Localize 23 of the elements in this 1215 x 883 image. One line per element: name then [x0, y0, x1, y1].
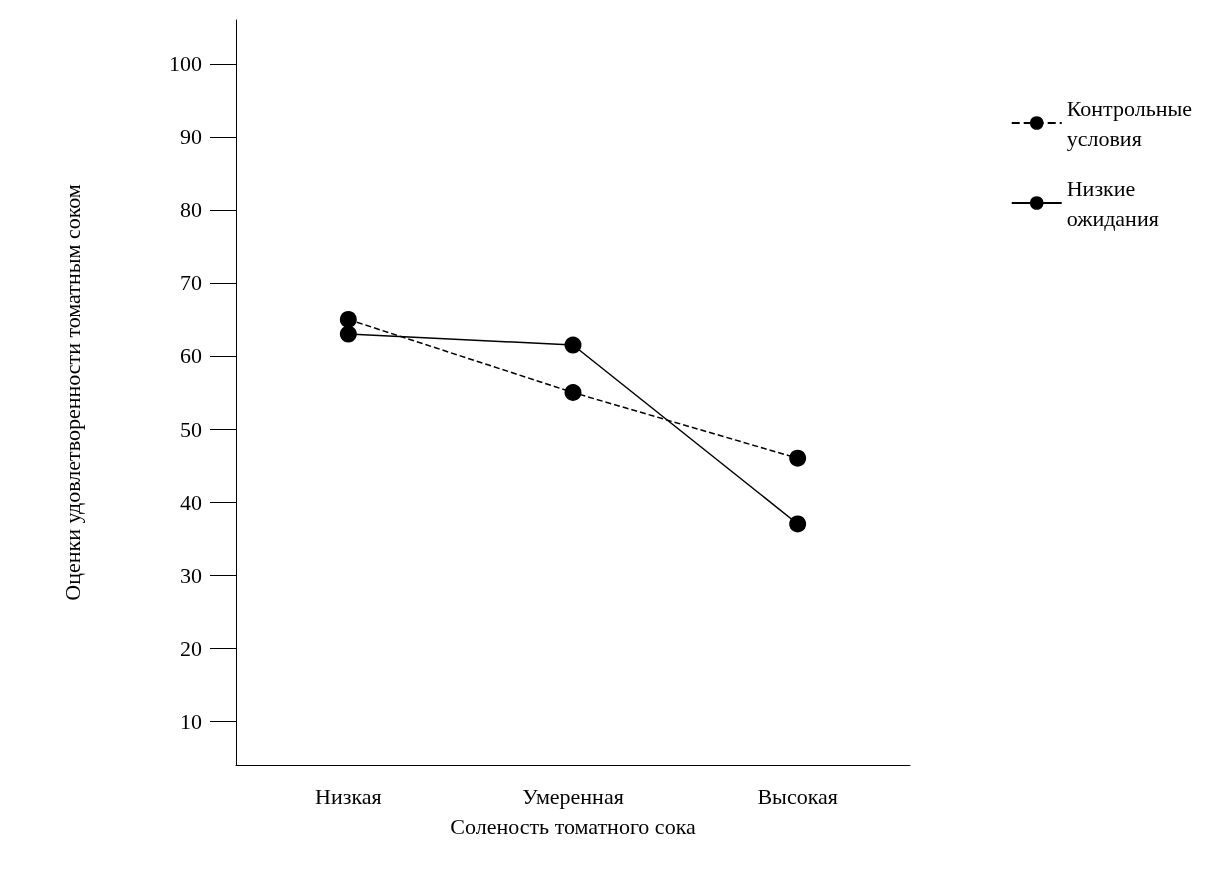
x-tick-label: Высокая [757, 783, 838, 809]
y-tick-label: 50 [180, 416, 202, 442]
legend-label: Контрольные условия [1066, 95, 1193, 151]
point [339, 325, 357, 343]
point [339, 310, 357, 328]
point [789, 515, 807, 533]
legend-label: Низкие ожидания [1066, 175, 1159, 231]
y-tick-label: 60 [180, 343, 202, 369]
point [564, 336, 582, 354]
y-tick-label: 40 [180, 489, 202, 515]
y-tick-label: 10 [180, 708, 202, 734]
y-tick-label: 70 [180, 270, 202, 296]
y-tick-label: 20 [180, 635, 202, 661]
point [789, 449, 807, 467]
y-tick-label: 80 [180, 197, 202, 223]
x-tick-label: Низкая [315, 783, 382, 809]
point [564, 384, 582, 401]
x-tick-label: Умеренная [522, 783, 624, 809]
y-tick-label: 90 [180, 124, 202, 150]
y-axis-title: Оценки удовлетворенности томатным соком [59, 184, 85, 601]
x-axis-title: Соленость томатного сока [450, 813, 696, 839]
y-tick-label: 100 [169, 51, 202, 77]
y-tick-label: 30 [180, 562, 202, 588]
